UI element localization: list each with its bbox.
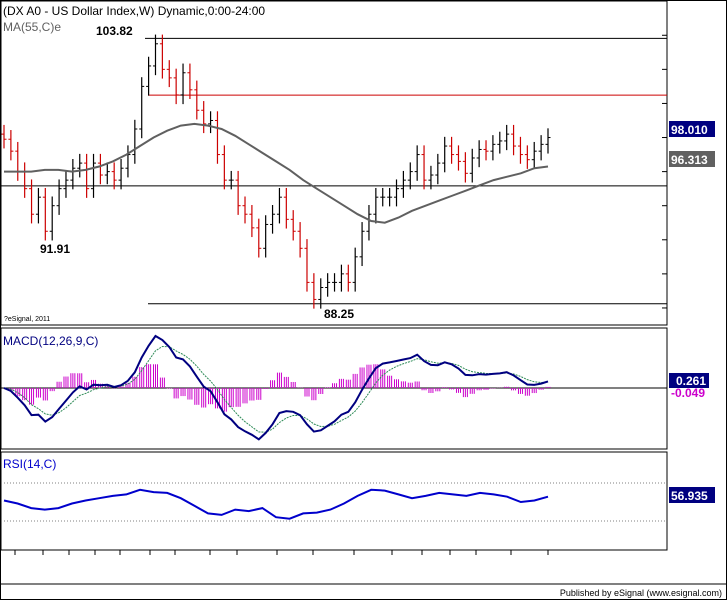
low-label: 91.91: [40, 242, 70, 256]
high-label: 103.82: [96, 24, 133, 38]
macd-legend: MACD(12,26,9,C): [3, 334, 98, 348]
rsi-legend: RSI(14,C): [3, 457, 56, 471]
ma-badge-text: 96.313: [671, 153, 708, 167]
price-y-axis: [662, 34, 667, 309]
ma55-line: [4, 122, 549, 224]
price-panel: (DX A0 - US Dollar Index,W) Dynamic,0:00…: [0, 0, 715, 326]
hist-badge: [669, 388, 709, 398]
rsi-badge-text: 56.935: [671, 489, 708, 503]
macd-badge-text: 0.261: [676, 374, 706, 388]
ma-legend: MA(55,C)e: [3, 20, 61, 34]
ma-badge: [669, 151, 715, 167]
published-label: Published by eSignal (www.esignal.com): [560, 588, 722, 598]
rsi-badge: [669, 487, 715, 503]
macd-signal-line: [3, 345, 549, 433]
x-axis: [14, 550, 549, 555]
bottom-label: 88.25: [324, 307, 354, 321]
macd-badge: [669, 373, 709, 388]
macd-histogram: [8, 364, 551, 412]
last-price-badge: [669, 121, 715, 137]
hist-badge-text: -0.049: [671, 386, 705, 400]
macd-panel: MACD(12,26,9,C) 0.261 -0.049: [0, 327, 709, 450]
price-panel-border: [0, 0, 668, 326]
macd-line: [3, 334, 549, 441]
price-bars: [1, 34, 551, 309]
last-price-badge-text: 98.010: [671, 123, 708, 137]
rsi-panel-border: [0, 451, 668, 551]
fibonacci-levels: [145, 37, 667, 305]
chart-title: (DX A0 - US Dollar Index,W) Dynamic,0:00…: [3, 4, 265, 18]
copyright-label: ?eSignal, 2011: [4, 316, 50, 323]
rsi-panel: RSI(14,C) 56.935: [0, 451, 715, 551]
rsi-line: [3, 488, 549, 520]
